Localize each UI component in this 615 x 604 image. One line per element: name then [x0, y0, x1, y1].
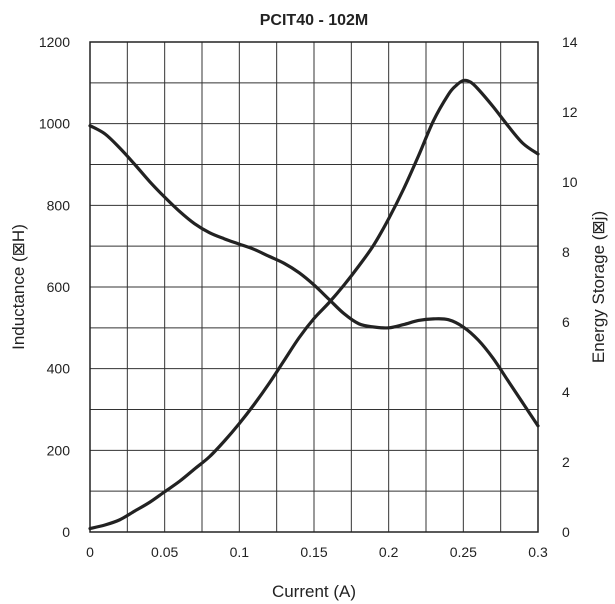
y-left-tick-label: 1000 [39, 116, 70, 132]
x-tick-label: 0 [86, 544, 94, 560]
y-left-tick-label: 0 [62, 524, 70, 540]
inductance-line [88, 124, 540, 428]
x-tick-label: 0.25 [450, 544, 477, 560]
y-left-tick-label: 1200 [39, 34, 70, 50]
y-right-tick-label: 12 [562, 104, 578, 120]
y-right-tick-label: 6 [562, 314, 570, 330]
y-right-tick-label: 8 [562, 244, 570, 260]
y-right-tick-label: 14 [562, 34, 578, 50]
x-tick-label: 0.2 [379, 544, 399, 560]
x-axis-label: Current (A) [272, 582, 356, 601]
series-lines [88, 78, 540, 531]
y-left-tick-label: 200 [47, 442, 71, 458]
y-right-tick-label: 2 [562, 454, 570, 470]
chart-title: PCIT40 - 102M [260, 12, 368, 29]
y-left-tick-label: 400 [47, 361, 71, 377]
y-right-tick-label: 10 [562, 174, 578, 190]
y-right-tick-labels: 0 2 4 6 8 10 12 14 [562, 34, 578, 540]
y-left-tick-label: 800 [47, 197, 71, 213]
y-right-tick-label: 0 [562, 524, 570, 540]
x-tick-label: 0.15 [300, 544, 327, 560]
x-tick-label: 0.05 [151, 544, 178, 560]
y-right-tick-label: 4 [562, 384, 570, 400]
y-right-axis-label: Energy Storage (⊠j) [589, 211, 608, 363]
x-tick-label: 0.1 [230, 544, 250, 560]
energy-storage-line [88, 78, 540, 531]
y-left-tick-label: 600 [47, 279, 71, 295]
plot-frame [89, 41, 539, 533]
y-left-axis-label: Inductance (⊠H) [9, 224, 28, 350]
x-tick-labels: 0 0.05 0.1 0.15 0.2 0.25 0.3 [86, 544, 548, 560]
y-left-tick-labels: 0 200 400 600 800 1000 1200 [39, 34, 70, 540]
x-tick-label: 0.3 [528, 544, 548, 560]
grid [90, 42, 538, 532]
